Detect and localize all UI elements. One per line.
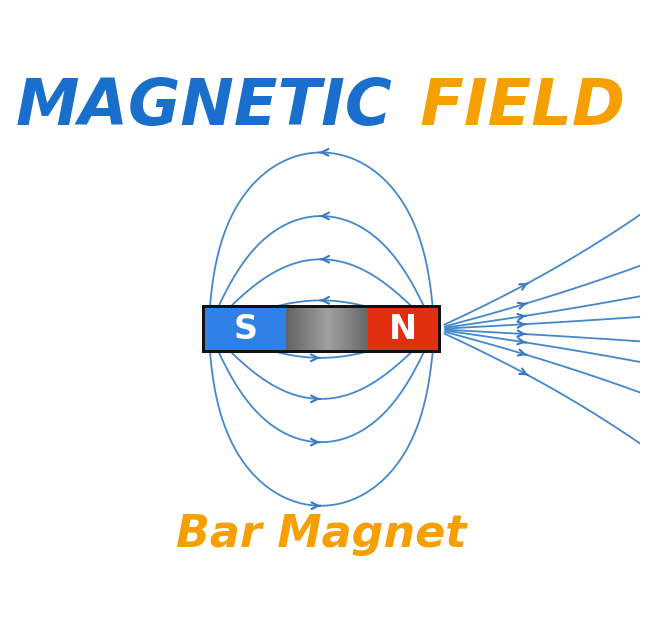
Bar: [354, 308, 356, 350]
Bar: [327, 308, 329, 350]
Bar: [313, 308, 315, 350]
Bar: [356, 308, 358, 350]
Bar: [325, 308, 327, 350]
Bar: [329, 308, 331, 350]
Bar: [202, 305, 441, 353]
Bar: [360, 308, 362, 350]
Bar: [288, 308, 290, 350]
Bar: [307, 308, 309, 350]
Bar: [347, 308, 350, 350]
Bar: [341, 308, 343, 350]
Bar: [292, 308, 294, 350]
Bar: [315, 308, 317, 350]
Bar: [309, 308, 311, 350]
Bar: [204, 308, 286, 350]
Text: MAGNETIC: MAGNETIC: [15, 76, 392, 138]
Bar: [333, 308, 335, 350]
Bar: [345, 308, 347, 350]
Bar: [317, 308, 319, 350]
Bar: [366, 308, 368, 350]
Bar: [352, 308, 354, 350]
Bar: [321, 308, 323, 350]
Bar: [339, 308, 341, 350]
Bar: [323, 308, 325, 350]
Text: Bar Magnet: Bar Magnet: [176, 513, 466, 556]
Bar: [331, 308, 333, 350]
Bar: [350, 308, 352, 350]
Bar: [368, 308, 438, 350]
Bar: [311, 308, 313, 350]
Bar: [294, 308, 296, 350]
Bar: [364, 308, 366, 350]
Bar: [296, 308, 298, 350]
Bar: [300, 308, 303, 350]
Bar: [290, 308, 292, 350]
Bar: [286, 308, 288, 350]
Bar: [319, 308, 321, 350]
Bar: [298, 308, 300, 350]
Text: N: N: [389, 313, 417, 346]
Bar: [343, 308, 345, 350]
Text: FIELD: FIELD: [398, 76, 625, 138]
Bar: [358, 308, 360, 350]
Bar: [303, 308, 305, 350]
Text: S: S: [233, 313, 257, 346]
Bar: [335, 308, 337, 350]
Bar: [362, 308, 364, 350]
Bar: [337, 308, 339, 350]
Bar: [305, 308, 307, 350]
